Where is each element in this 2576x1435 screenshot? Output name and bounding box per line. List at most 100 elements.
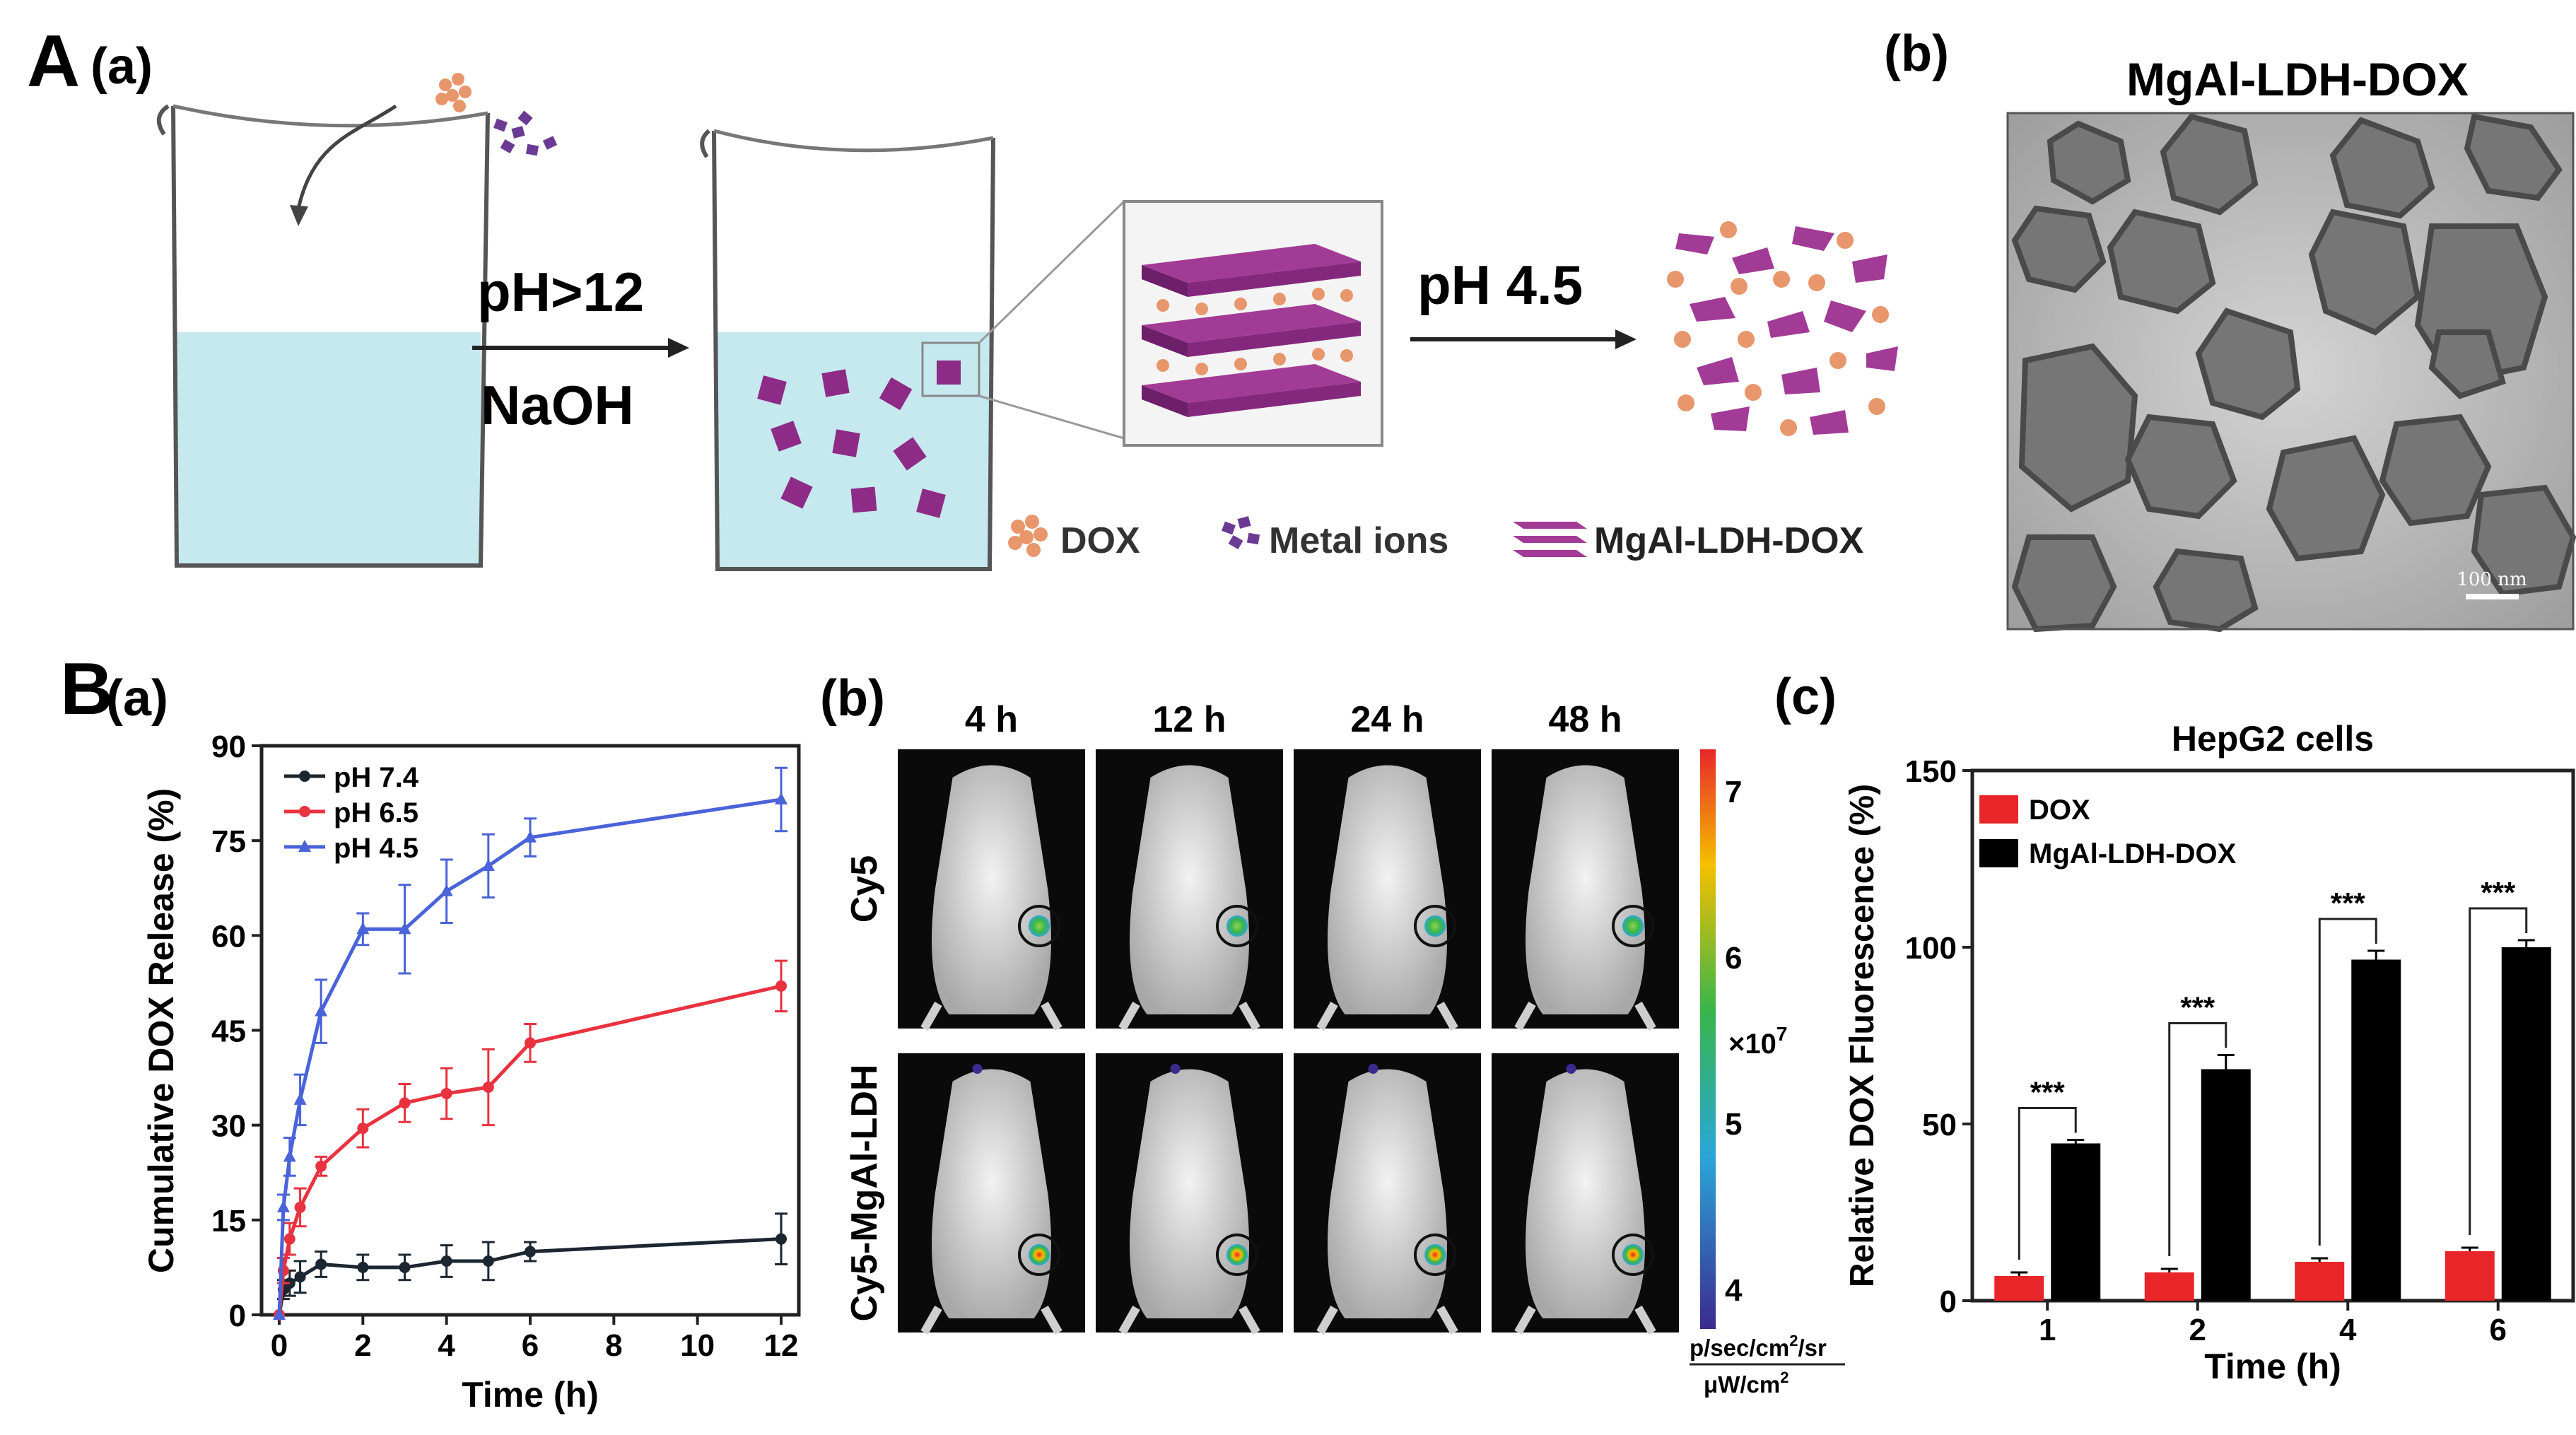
data-point (276, 1200, 290, 1212)
in-vivo-imaging: 4 h 12 h 24 h 48 h Cy5 Cy5-MgAl-LDH 7 6 5 4 ×10… (844, 699, 1845, 1398)
series-ph-4.5 (273, 766, 788, 1320)
x-tick-label: 6 (522, 1328, 539, 1363)
tumor-marker-circle (1216, 905, 1258, 947)
head-signal (972, 1064, 983, 1074)
panel-letter-a: A (27, 20, 80, 102)
imaging-column-label: 4 h (965, 699, 1018, 740)
legend-marker (299, 771, 310, 782)
bar-mgal-ldh-dox (2201, 1069, 2251, 1301)
x-tick-label: 10 (680, 1328, 715, 1363)
y-tick-label: 30 (211, 1109, 246, 1144)
x-tick-label: 4 (2339, 1313, 2357, 1347)
colorbar-tick-label: 6 (1725, 941, 1742, 976)
tumor-marker-circle (1216, 1234, 1258, 1276)
x-tick-label: 2 (2189, 1313, 2206, 1347)
mouse-body (1328, 1069, 1447, 1318)
panel-letter-b: B (60, 648, 113, 730)
imaging-row-labels: Cy5 Cy5-MgAl-LDH (844, 855, 885, 1322)
x-tick-label: 4 (438, 1328, 455, 1363)
colorbar-unit-top: p/sec/cm2/sr (1690, 1332, 1827, 1361)
ldh-platelets (757, 361, 961, 518)
y-tick-label: 100 (1905, 931, 1957, 966)
legend-marker (298, 840, 311, 852)
legend-label: pH 4.5 (334, 833, 418, 864)
mouse-image (1096, 749, 1283, 1031)
legend-swatch (1979, 795, 2018, 824)
tumor-signal (1029, 1244, 1050, 1265)
y-tick-label: 45 (211, 1014, 246, 1049)
mouse-body (1130, 1069, 1249, 1318)
imaging-column-label: 48 h (1548, 699, 1622, 740)
legend-ldh-label: MgAl-LDH-DOX (1594, 520, 1864, 561)
y-tick-label: 90 (211, 730, 246, 764)
colorbar-unit-bottom: μW/cm2 (1704, 1369, 1788, 1398)
mouse-legs (920, 1306, 1062, 1335)
data-point (525, 1246, 536, 1258)
mouse-body (1526, 1069, 1645, 1318)
legend-metal-ions-icon (1222, 516, 1260, 550)
tem-title: MgAl-LDH-DOX (2126, 53, 2469, 105)
tumor-signal (1226, 1244, 1248, 1265)
mouse-image (1492, 749, 1679, 1031)
mouse-image (1492, 1053, 1679, 1335)
tumor-signal (1424, 1244, 1446, 1265)
dox-cluster-icon (435, 73, 472, 112)
significance-label: *** (2180, 991, 2215, 1024)
imaging-colorbar (1700, 749, 1716, 1329)
data-point (293, 1092, 307, 1105)
mouse-legs (1316, 1002, 1458, 1031)
bar-dox (2445, 1251, 2495, 1301)
release-chart-xlabel: Time (h) (462, 1375, 599, 1414)
beaker-2 (700, 129, 1125, 571)
data-point (315, 1160, 327, 1172)
data-point (440, 884, 453, 896)
head-signal (1566, 1064, 1576, 1074)
data-point (294, 1201, 306, 1213)
fluorescence-chart: HepG2 cells 0 50 100 150 1 2 4 6 *** *** *** *** T… (1844, 719, 2575, 1386)
tumor-marker-circle (1414, 905, 1456, 947)
zoom-line-top (978, 200, 1125, 344)
mouse-legs (1514, 1306, 1656, 1335)
data-point (524, 830, 537, 843)
arrow1-label-top: pH>12 (477, 261, 644, 323)
y-tick-label: 75 (211, 824, 246, 859)
drop-arrow (295, 104, 397, 216)
colorbar-ticks: 7 6 5 4 (1725, 775, 1743, 1308)
mouse-image (1294, 1053, 1481, 1335)
legend-label: MgAl-LDH-DOX (2029, 838, 2237, 869)
y-tick-label: 0 (229, 1299, 246, 1333)
data-point (775, 1233, 787, 1245)
data-point (315, 1258, 327, 1270)
colorbar-tick-label: 7 (1725, 775, 1742, 809)
tumor-signal (1226, 915, 1248, 937)
colorbar-tick-label: 4 (1725, 1273, 1743, 1308)
legend-ldh-icon (1513, 522, 1587, 557)
release-chart-ylabel: Cumulative DOX Release (%) (141, 788, 181, 1273)
y-tick-label: 150 (1905, 754, 1957, 789)
y-tick-label: 0 (1940, 1284, 1957, 1319)
beaker-2-outline (700, 129, 995, 571)
tumor-signal (1424, 915, 1446, 937)
panel-a-sub-a: (a) (90, 38, 153, 95)
data-point (399, 1097, 411, 1109)
data-point (398, 922, 411, 935)
significance-label: *** (2331, 886, 2366, 920)
data-point (775, 980, 787, 992)
data-point (399, 1261, 411, 1273)
colorbar-tick-label: 5 (1725, 1107, 1742, 1142)
release-chart-ticks: 0 15 30 45 60 75 90 0 2 4 6 8 10 12 (211, 730, 798, 1363)
tem-particles (2011, 113, 2576, 633)
mouse-body (1328, 765, 1447, 1014)
data-point (315, 1004, 328, 1017)
imaging-column-label: 24 h (1350, 699, 1424, 740)
imaging-column-labels: 4 h 12 h 24 h 48 h (965, 699, 1622, 740)
data-point (283, 1233, 295, 1245)
metal-ions-cluster-icon (493, 110, 558, 156)
beaker-1-outline (156, 104, 490, 568)
fluorescence-chart-ticks: 0 50 100 150 1 2 4 6 (1905, 754, 2507, 1347)
data-point (440, 1255, 452, 1267)
bar-mgal-ldh-dox (2351, 959, 2401, 1301)
tumor-marker-circle (1414, 1234, 1456, 1276)
